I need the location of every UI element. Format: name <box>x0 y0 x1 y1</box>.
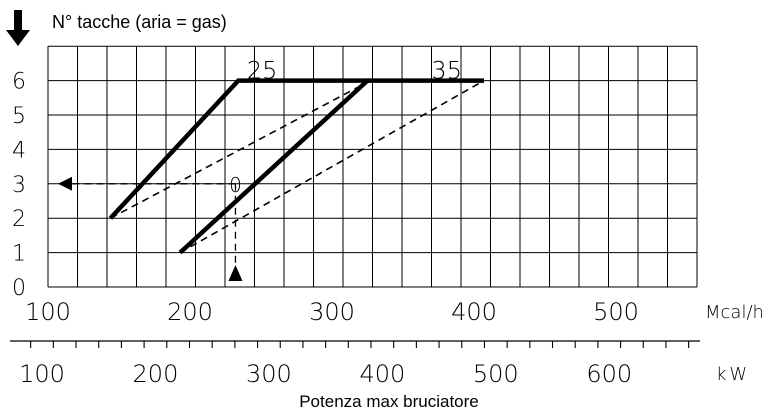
example-marker-label: 0 <box>229 173 242 197</box>
kw-tick-label: 600 <box>586 360 632 388</box>
series-labels: 25 35 <box>247 57 462 85</box>
mcal-tick-label: 200 <box>167 298 213 326</box>
series-label-25: 25 <box>247 57 278 85</box>
dashed-series-line <box>179 79 485 254</box>
x-axis-title: Potenza max bruciatore <box>299 392 479 411</box>
up-arrow-icon <box>228 265 243 281</box>
dashed-series-line <box>110 79 371 219</box>
mcal-unit-label: Mcal/h <box>705 302 764 323</box>
solid-lines <box>108 78 484 255</box>
kw-tick-label: 200 <box>133 360 179 388</box>
y-tick-label: 4 <box>12 138 26 163</box>
kw-tick-label: 300 <box>246 360 292 388</box>
chart-title: N° tacche (aria = gas) <box>52 12 227 32</box>
y-tick-label: 5 <box>12 104 26 129</box>
series-line-25 <box>108 78 371 220</box>
mcal-tick-label: 100 <box>25 298 71 326</box>
y-tick-label: 6 <box>12 70 26 95</box>
kw-tick-label: 500 <box>473 360 519 388</box>
kw-tick-label: 100 <box>19 360 65 388</box>
example-reading: 0 <box>58 173 243 281</box>
y-tick-label: 1 <box>12 242 26 267</box>
kw-unit-label: kW <box>716 364 750 385</box>
y-tick-label: 0 <box>12 276 26 301</box>
mcal-tick-label: 400 <box>451 298 497 326</box>
left-arrow-icon <box>58 176 72 191</box>
mcal-axis: 100 200 300 400 500 Mcal/h <box>25 298 764 326</box>
y-tick-label: 3 <box>12 173 26 198</box>
dashed-lines <box>110 79 485 254</box>
plot-grid <box>47 45 698 288</box>
kw-axis: 100 200 300 400 500 600 kW <box>10 340 750 388</box>
mcal-tick-label: 300 <box>309 298 355 326</box>
y-tick-labels: 0 1 2 3 4 5 6 <box>12 70 26 301</box>
y-tick-label: 2 <box>12 207 26 232</box>
kw-tick-label: 400 <box>359 360 405 388</box>
mcal-tick-label: 500 <box>593 298 639 326</box>
y-axis-down-arrow-icon <box>6 10 30 46</box>
series-line-35 <box>178 78 484 255</box>
series-label-35: 35 <box>431 57 462 85</box>
